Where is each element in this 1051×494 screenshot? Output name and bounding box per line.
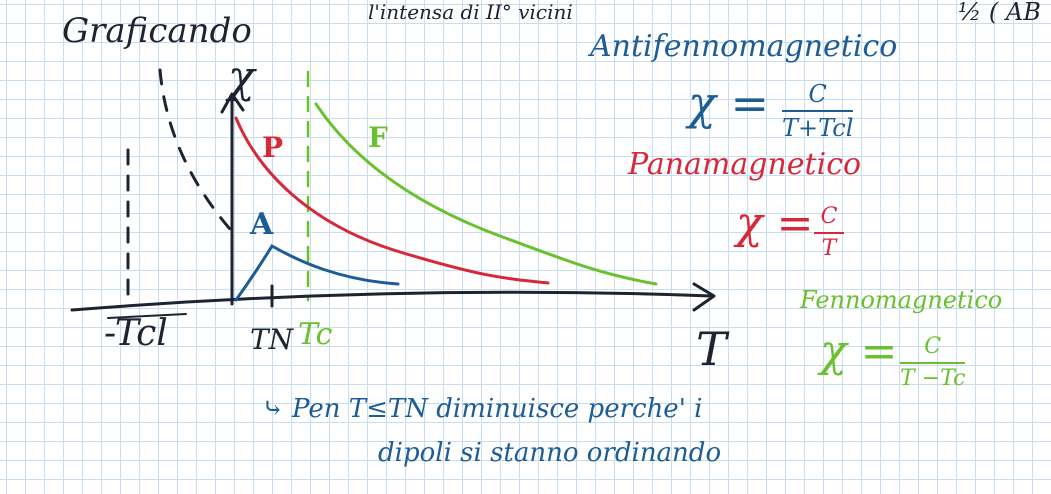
antiferro-denominator: T+Tcl [782, 114, 854, 142]
antiferro-numerator: C [808, 80, 827, 108]
antiferro-chi: χ = [688, 76, 770, 130]
para-chi: χ = [736, 198, 814, 249]
antiferromagnetic-curve [234, 243, 400, 302]
antiferro-title: Antifennomagnetico [590, 29, 898, 64]
para-fraction-bar [814, 232, 844, 234]
ferro-fraction-bar [900, 362, 966, 364]
tick-tc-label: Tc [298, 317, 333, 352]
label-a: A [250, 207, 274, 242]
paramagnetic-curve [234, 116, 550, 285]
page-title: Graficando [62, 11, 252, 51]
label-p: P [262, 131, 284, 164]
x-axis [70, 290, 714, 312]
ferro-title: Fennomagnetico [800, 286, 1003, 314]
y-axis-label: χ [228, 52, 255, 103]
antiferro-extension-curve [158, 68, 238, 238]
top-note: l'intensa di II° vicini [368, 0, 573, 24]
label-f: F [368, 121, 388, 154]
note-line-2: dipoli si stanno ordinando [378, 438, 722, 468]
x-axis-label: T [696, 322, 727, 376]
x-axis-arrow [692, 282, 716, 312]
y-axis-arrow [220, 92, 245, 114]
note-line-1: ⤷ Pen T≤TN diminuisce perche' i [262, 394, 703, 424]
tick-tn-label: TN [250, 323, 294, 356]
corner-note: ½ ( AB [958, 0, 1041, 26]
tick-minus-tcl-label: -Tcl [104, 313, 168, 354]
para-fraction: C T [814, 206, 844, 260]
ferro-chi: χ = [820, 326, 898, 377]
minus-tcl-underline [107, 313, 187, 319]
ferro-numerator: C [924, 334, 942, 359]
antiferro-fraction: C T+Tcl [782, 80, 854, 142]
para-numerator: C [820, 204, 838, 229]
antiferro-fraction-bar [782, 110, 854, 112]
ferro-denominator: T −Tc [900, 366, 966, 391]
ferro-fraction: C T −Tc [900, 334, 966, 391]
para-title: Panamagnetico [628, 147, 862, 182]
para-denominator: T [821, 236, 837, 261]
ferromagnetic-curve [314, 102, 658, 286]
